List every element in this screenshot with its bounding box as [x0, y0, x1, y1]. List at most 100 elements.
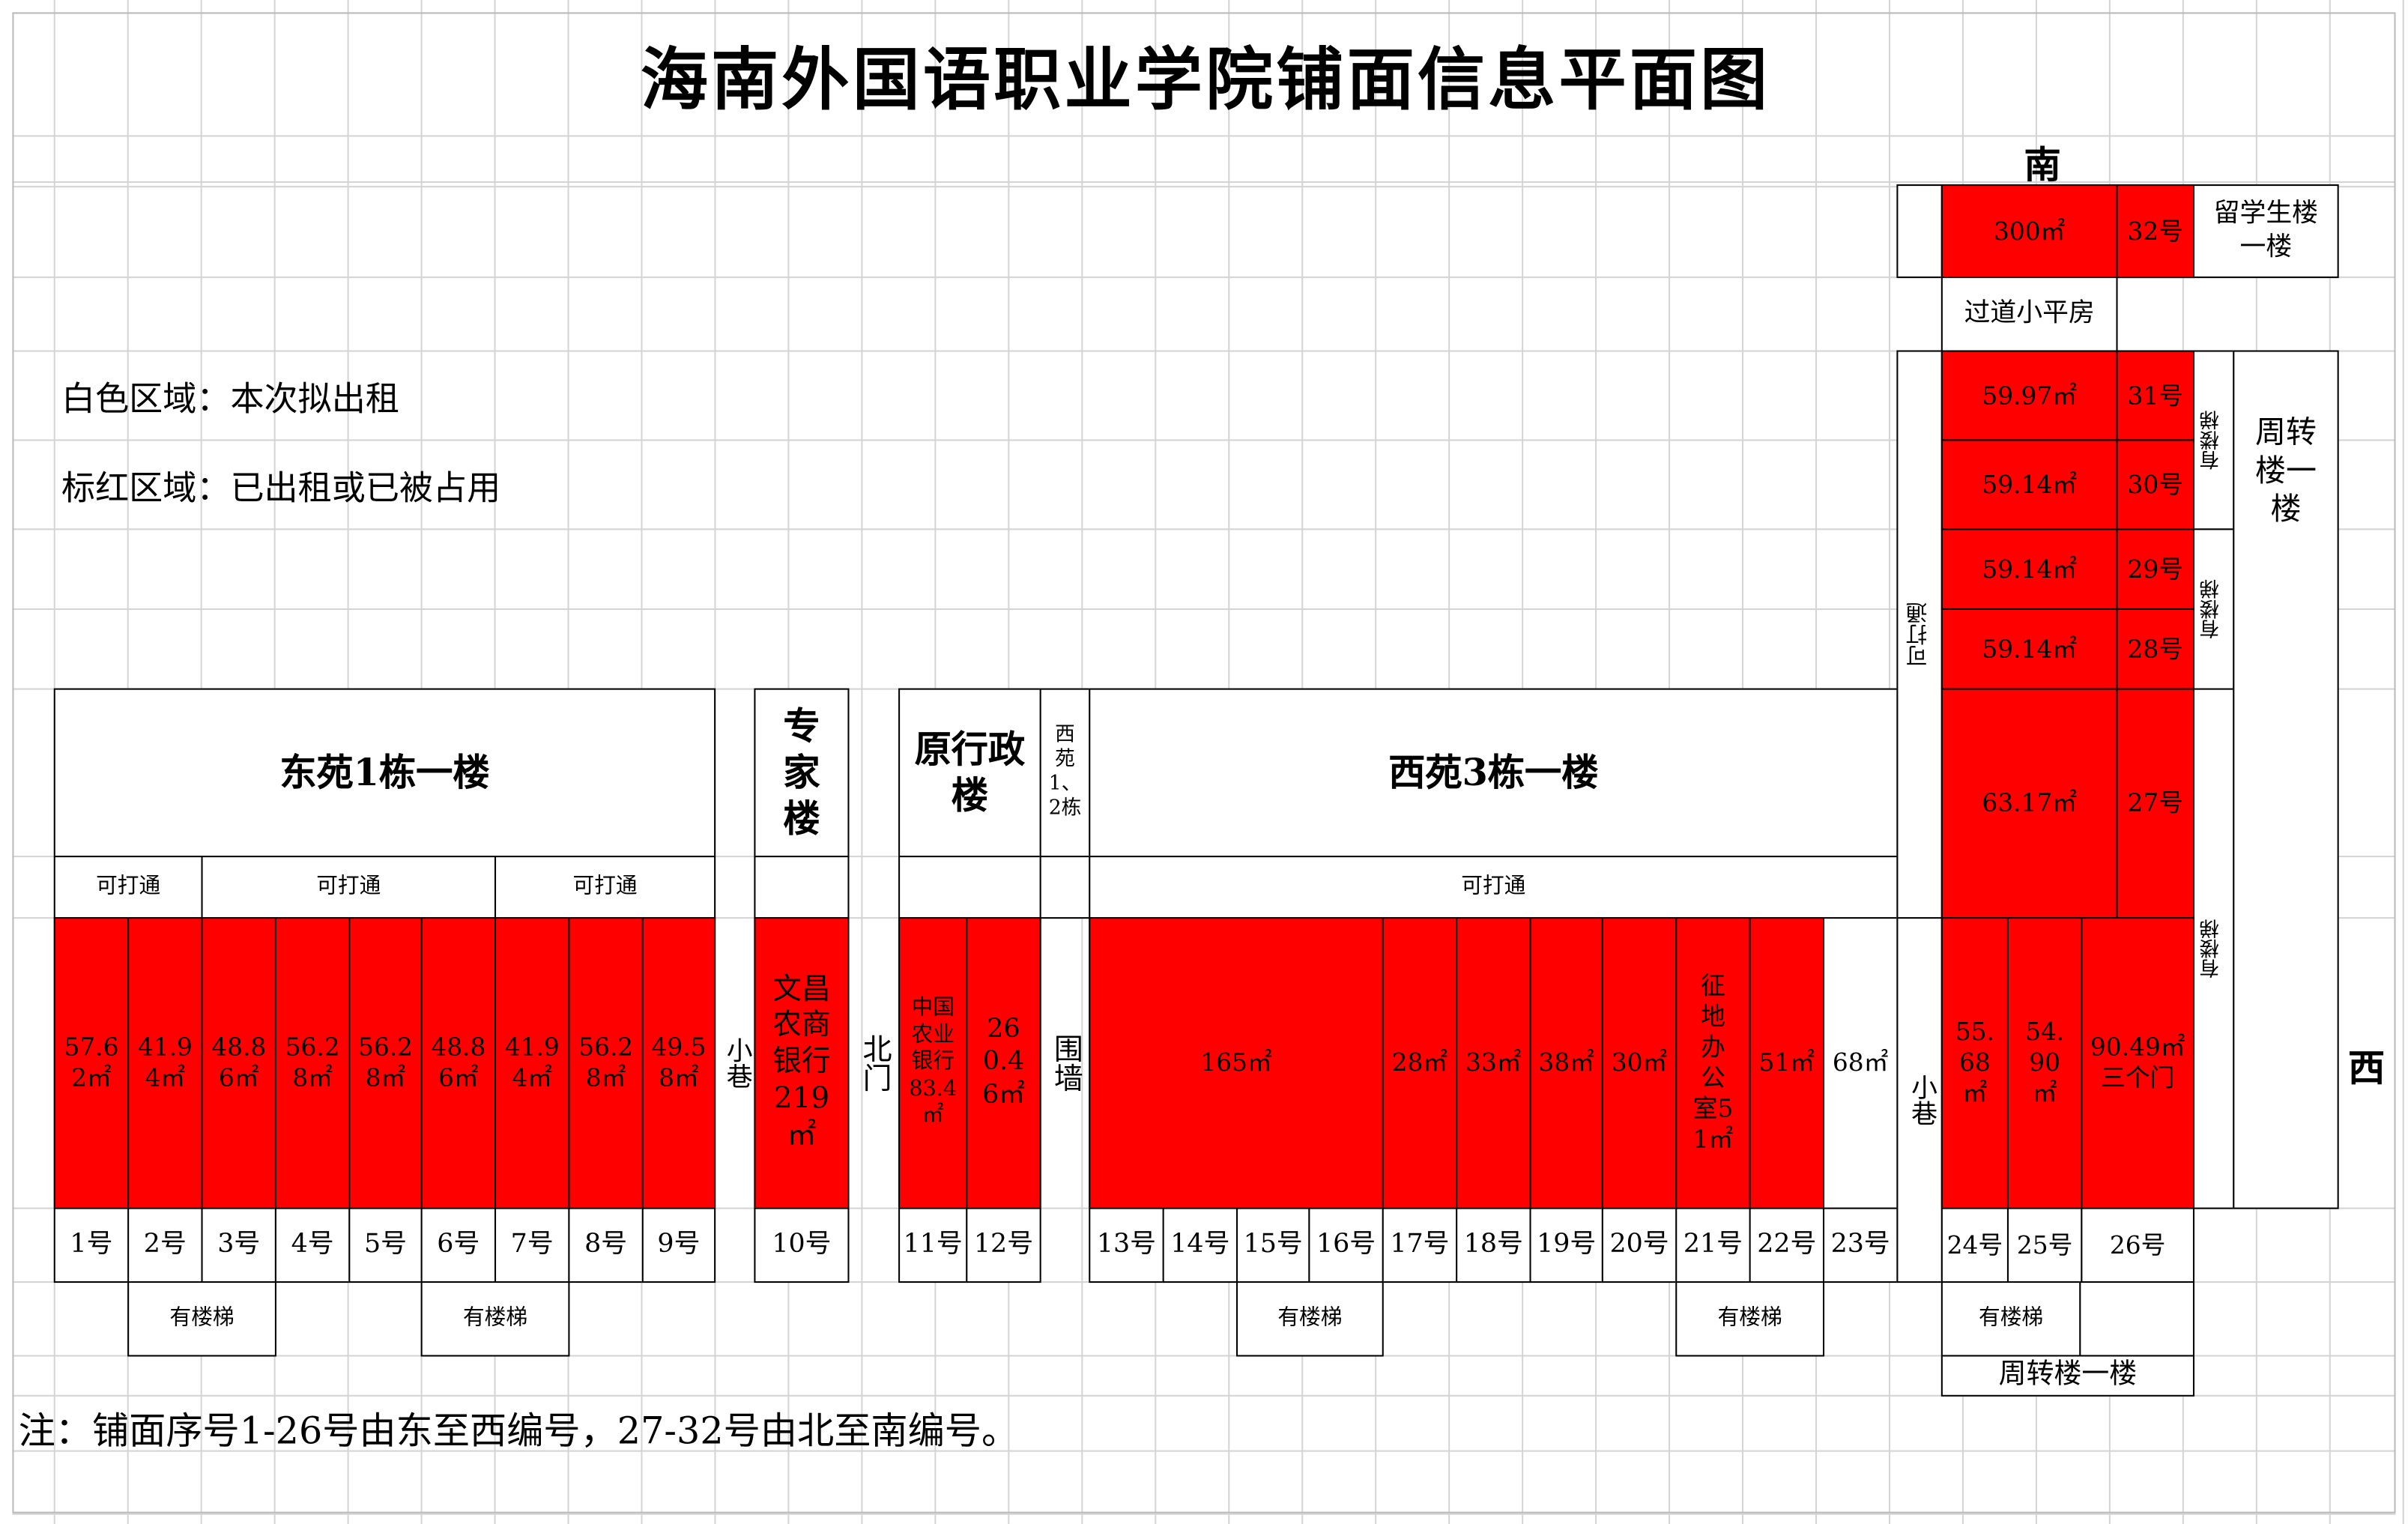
shop-9-number: 9号	[641, 1207, 716, 1283]
legend-red: 标红区域：已出租或已被占用	[61, 470, 501, 509]
shop-4-number: 4号	[274, 1207, 351, 1283]
direction-west: 西	[2347, 1045, 2386, 1090]
shop-3-number: 3号	[201, 1207, 276, 1283]
grid-line	[12, 1450, 2396, 1452]
shop-30-number: 30号	[2116, 439, 2195, 530]
stairs-label-vertical-text: 有楼梯	[2200, 919, 2224, 979]
blank-cell	[754, 856, 850, 919]
connectable-label: 可打通	[201, 856, 497, 919]
stairs-label-vertical: 有楼梯	[2192, 350, 2235, 530]
grid-line	[12, 439, 2396, 441]
shop-23-area: 68㎡	[1822, 917, 1899, 1209]
blank-cell	[1896, 184, 1943, 279]
blank-cell	[898, 856, 1041, 919]
grid-line	[12, 1513, 2396, 1515]
building-dongyuan1: 东苑1栋一楼	[53, 688, 716, 858]
shop-10-number: 10号	[754, 1207, 850, 1283]
grid-line	[12, 1355, 2396, 1357]
building-expert: 专家楼	[754, 688, 850, 858]
shop-1-area: 57.62㎡	[53, 917, 130, 1209]
connectable-label: 可打通	[1089, 856, 1899, 919]
stairs-label: 有楼梯	[1675, 1281, 1825, 1357]
shop-32-area: 300㎡	[1940, 184, 2118, 279]
shop-3-area: 48.86㎡	[201, 917, 276, 1209]
stairs-label-vertical-text: 有楼梯	[2200, 410, 2224, 471]
shop-13-number: 13号	[1089, 1207, 1164, 1283]
blank-cell	[2079, 1281, 2195, 1357]
shop-18-area: 33㎡	[1456, 917, 1531, 1209]
shop-2-area: 41.94㎡	[127, 917, 203, 1209]
shop-17-area: 28㎡	[1382, 917, 1458, 1209]
grid-line	[12, 528, 2396, 530]
shop-28-number: 28号	[2116, 608, 2195, 690]
grid-line	[12, 135, 2396, 137]
shop-2-number: 2号	[127, 1207, 203, 1283]
building-xiyuan3: 西苑3栋一楼	[1089, 688, 1899, 858]
shop-7-area: 41.94㎡	[494, 917, 570, 1209]
stairs-label-vertical: 有楼梯	[2192, 688, 2235, 1209]
connectable-label: 可打通	[53, 856, 203, 919]
shop-25-area: 54.90㎡	[2006, 917, 2083, 1209]
shop-31-number: 31号	[2116, 350, 2195, 441]
stairs-label: 有楼梯	[1940, 1281, 2081, 1357]
shop-20-area: 30㎡	[1601, 917, 1678, 1209]
legend-white: 白色区域：本次拟出租	[61, 381, 399, 420]
shop-12-number: 12号	[966, 1207, 1041, 1283]
grid-line	[12, 608, 2396, 611]
shop-23-number: 23号	[1822, 1207, 1899, 1283]
north-gate-label: 北门	[858, 1033, 892, 1092]
shop-19-area: 38㎡	[1529, 917, 1603, 1209]
shop-10-area: 文昌农商银行219㎡	[754, 917, 850, 1209]
shop-31-area: 59.97㎡	[1940, 350, 2118, 441]
shop-9-area: 49.58㎡	[641, 917, 716, 1209]
shop-12-area: 260.46㎡	[966, 917, 1041, 1209]
grid-line	[12, 350, 2396, 352]
shop-21-area: 征地办公室51㎡	[1675, 917, 1751, 1209]
grid-line	[12, 276, 2396, 279]
stairs-label: 有楼梯	[420, 1281, 570, 1357]
shop-6-area: 48.86㎡	[420, 917, 497, 1209]
sheet-frame	[12, 12, 2396, 1514]
grid-line	[12, 181, 2396, 183]
building-xiyuan12: 西苑1、2栋	[1039, 688, 1091, 858]
stairs-label: 有楼梯	[127, 1281, 276, 1357]
shop-24-area: 55.68㎡	[1940, 917, 2009, 1209]
shop-14-number: 14号	[1162, 1207, 1238, 1283]
blank-cell	[1039, 856, 1091, 919]
grid-line	[12, 1394, 2396, 1397]
connectable-label: 可打通	[494, 856, 716, 919]
shop-22-number: 22号	[1749, 1207, 1825, 1283]
shop-19-number: 19号	[1529, 1207, 1603, 1283]
shop-22-area: 51㎡	[1749, 917, 1825, 1209]
building-guodao: 过道小平房	[1940, 276, 2118, 352]
shop-11-number: 11号	[898, 1207, 968, 1283]
shop-26-number: 26号	[2081, 1207, 2195, 1283]
shop-7-number: 7号	[494, 1207, 570, 1283]
shop-8-area: 56.28㎡	[568, 917, 644, 1209]
footnote: 注：铺面序号1-26号由东至西编号，27-32号由北至南编号。	[18, 1409, 1019, 1453]
shop-20-number: 20号	[1601, 1207, 1678, 1283]
shop-25-number: 25号	[2006, 1207, 2083, 1283]
shop-29-area: 59.14㎡	[1940, 528, 2118, 611]
shop-1-number: 1号	[53, 1207, 130, 1283]
shop-32-number: 32号	[2116, 184, 2195, 279]
shop-16-number: 16号	[1308, 1207, 1384, 1283]
shop-27-area: 63.17㎡	[1940, 688, 2118, 919]
shop-26-area: 90.49㎡三个门	[2081, 917, 2195, 1209]
shop-17-number: 17号	[1382, 1207, 1458, 1283]
shop-28-area: 59.14㎡	[1940, 608, 2118, 690]
shop-29-number: 29号	[2116, 528, 2195, 611]
direction-south: 南	[2024, 142, 2061, 187]
shop-21-number: 21号	[1675, 1207, 1751, 1283]
alley-label: 小巷	[1896, 917, 1943, 1283]
building-zhouzhuan: 周转楼一楼	[2233, 350, 2339, 1209]
building-liuxuesheng: 留学生楼一楼	[2192, 184, 2339, 279]
building-admin: 原行政楼	[898, 688, 1041, 858]
shop-18-number: 18号	[1456, 1207, 1531, 1283]
shop-4-area: 56.28㎡	[274, 917, 351, 1209]
stairs-label: 有楼梯	[1236, 1281, 1384, 1357]
connectable-label-vertical: 可打通	[1896, 350, 1943, 919]
shop-5-area: 56.28㎡	[348, 917, 423, 1209]
shop-5-number: 5号	[348, 1207, 423, 1283]
